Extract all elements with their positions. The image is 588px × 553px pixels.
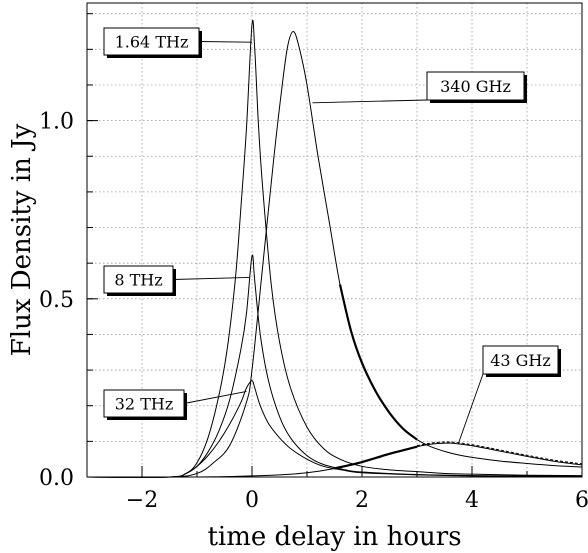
x-axis-title: time delay in hours bbox=[207, 522, 461, 552]
label-box bbox=[103, 389, 185, 418]
series-label-32-thz: 32 THz bbox=[103, 389, 247, 420]
series-line-43-ghz-emphasis bbox=[334, 445, 418, 470]
label-leader-line bbox=[312, 99, 428, 104]
label-box bbox=[103, 265, 174, 294]
y-axis-title: Flux Density in Jy bbox=[7, 123, 37, 356]
series-line-340-ghz bbox=[86, 31, 583, 478]
y-tick-label: 0.0 bbox=[39, 466, 74, 491]
series-label-1-64-thz: 1.64 THz bbox=[103, 27, 253, 58]
x-tick-label: 6 bbox=[575, 488, 588, 513]
series-curves bbox=[86, 19, 583, 478]
series-line-32-thz bbox=[86, 380, 583, 478]
label-leader-line bbox=[198, 41, 253, 43]
series-line-8-thz bbox=[86, 254, 583, 478]
y-tick-label: 0.5 bbox=[39, 288, 74, 313]
label-text: 1.64 THz bbox=[115, 33, 189, 52]
label-box bbox=[103, 27, 200, 56]
x-axis-ticks: −2 0 2 4 6 bbox=[86, 466, 588, 513]
series-line-43-ghz-dashed bbox=[416, 441, 583, 465]
grid bbox=[87, 3, 582, 477]
x-tick-label: 2 bbox=[355, 488, 369, 513]
label-text: 43 GHz bbox=[490, 351, 551, 370]
label-text: 340 GHz bbox=[440, 77, 511, 96]
x-tick-label: −2 bbox=[126, 488, 158, 513]
series-label-43-ghz: 43 GHz bbox=[457, 345, 561, 445]
label-leader-line bbox=[172, 276, 250, 280]
series-line-340-ghz-emphasis bbox=[338, 284, 418, 441]
label-text: 32 THz bbox=[115, 395, 174, 414]
series-line-1-64-thz bbox=[86, 19, 583, 478]
x-tick-label: 4 bbox=[465, 488, 479, 513]
series-labels: 1.64 THz 340 GHz 8 THz 32 THz 43 GHz bbox=[103, 27, 561, 445]
label-leader-line bbox=[183, 391, 247, 404]
label-box bbox=[426, 71, 525, 101]
x-tick-label: 0 bbox=[245, 488, 259, 513]
label-leader-line bbox=[457, 373, 484, 445]
label-box bbox=[482, 345, 559, 375]
plot-frame bbox=[86, 2, 583, 478]
y-axis-ticks: 0.0 0.5 1.0 bbox=[39, 13, 98, 491]
series-label-8-thz: 8 THz bbox=[103, 265, 250, 296]
y-tick-label: 1.0 bbox=[39, 110, 74, 135]
series-label-340-ghz: 340 GHz bbox=[312, 71, 527, 104]
label-text: 8 THz bbox=[114, 271, 162, 290]
